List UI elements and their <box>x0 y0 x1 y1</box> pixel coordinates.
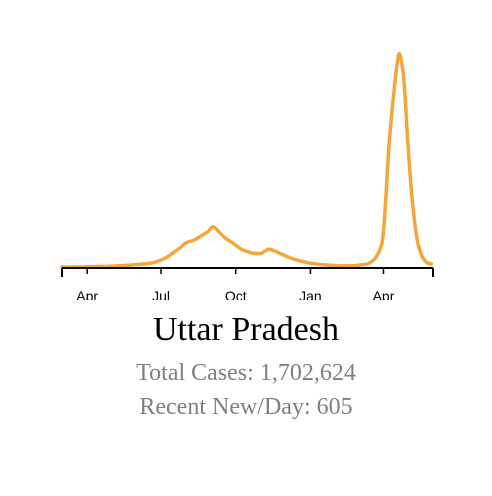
total-cases-value: 1,702,624 <box>259 360 356 386</box>
x-tick-label-0: Apr <box>76 288 98 300</box>
region-title: Uttar Pradesh <box>152 311 339 348</box>
x-tick-label-3: Jan <box>299 288 322 300</box>
x-tick-label-4: Apr <box>373 288 395 300</box>
x-tick-label-2: Oct <box>225 288 247 300</box>
total-cases-line: Total Cases: 1,702,624 <box>0 360 492 387</box>
x-tick-label-1: Jul <box>152 288 170 300</box>
recent-new-per-day-line: Recent New/Day: 605 <box>0 394 492 421</box>
total-cases-label: Total Cases: <box>136 360 260 386</box>
case-trend-line <box>60 52 434 269</box>
recent-new-per-day-label: Recent New/Day: <box>139 394 317 420</box>
line-chart: Apr Jul Oct Jan Apr <box>60 52 434 300</box>
recent-new-per-day-value: 605 <box>316 394 353 420</box>
x-axis: Apr Jul Oct Jan Apr <box>61 267 434 300</box>
